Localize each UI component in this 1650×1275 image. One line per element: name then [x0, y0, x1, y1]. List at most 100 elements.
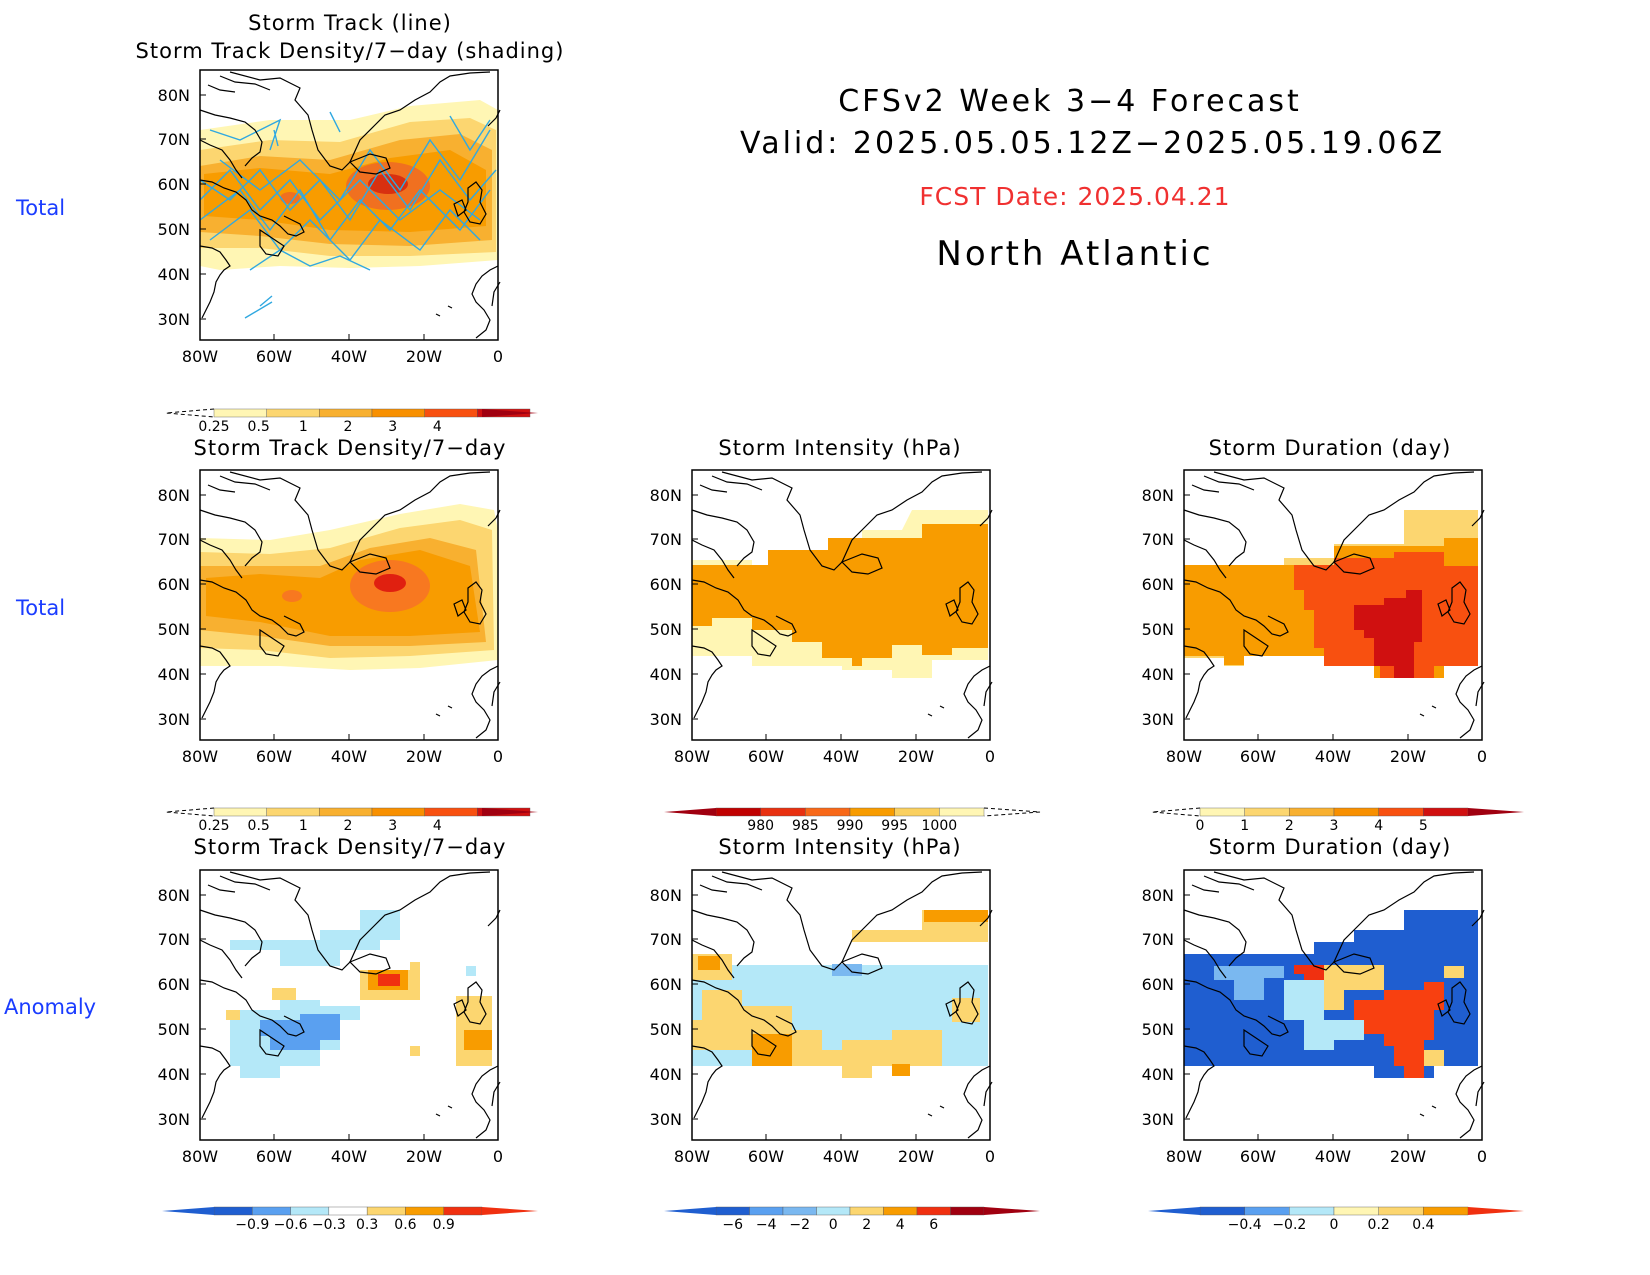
colorbar-segment	[424, 807, 478, 817]
colorbar-label: 1	[299, 419, 308, 435]
lon-tick-label: 0	[493, 1147, 503, 1166]
panel2-title: Storm Track Density/7−day	[193, 436, 507, 460]
colorbar-segment	[1333, 807, 1379, 817]
lon-tick-label: 40W	[823, 1147, 859, 1166]
lon-tick-label: 0	[1477, 1147, 1487, 1166]
colorbar-segment	[1199, 807, 1245, 817]
colorbar-label: 4	[433, 818, 442, 834]
colorbar-label: 0.3	[356, 1217, 378, 1233]
colorbar-segment	[715, 1206, 750, 1216]
lat-tick-label: 70N	[1142, 530, 1174, 549]
colorbar-duration	[1151, 807, 1524, 817]
panel5-title: Storm Track Density/7−day	[193, 835, 507, 859]
lat-tick-label: 80N	[1142, 486, 1174, 505]
colorbar-arrow	[1468, 808, 1524, 816]
panel4-map	[1183, 469, 1485, 741]
colorbar-open-end	[165, 408, 215, 418]
lat-tick-label: 80N	[158, 886, 190, 905]
colorbar-label: 0.4	[1412, 1217, 1434, 1233]
colorbar-segment	[1289, 1206, 1335, 1216]
lon-tick-label: 60W	[1240, 747, 1276, 766]
lat-tick-label: 50N	[158, 620, 190, 639]
lon-tick-label: 40W	[331, 347, 367, 366]
lon-tick-label: 60W	[748, 747, 784, 766]
colorbar-segment	[366, 1206, 406, 1216]
panel1-map	[199, 69, 501, 341]
colorbar-label: 0.6	[394, 1217, 416, 1233]
lat-tick-label: 80N	[158, 86, 190, 105]
colorbar-label: 0.25	[198, 818, 229, 834]
lon-tick-label: 0	[493, 747, 503, 766]
lon-tick-label: 80W	[182, 347, 218, 366]
lon-tick-label: 0	[1477, 747, 1487, 766]
lon-tick-label: 60W	[1240, 1147, 1276, 1166]
lon-tick-label: 80W	[182, 1147, 218, 1166]
colorbar-label: −6	[722, 1217, 743, 1233]
lat-tick-label: 80N	[1142, 886, 1174, 905]
lat-tick-label: 40N	[158, 665, 190, 684]
colorbar-label: −0.6	[274, 1217, 308, 1233]
region-name: North Atlantic	[936, 234, 1214, 274]
colorbar-label: 3	[388, 419, 397, 435]
colorbar-label: 0	[1330, 1217, 1339, 1233]
lon-tick-label: 60W	[748, 1147, 784, 1166]
colorbar-density	[165, 408, 531, 418]
lat-tick-label: 40N	[650, 1065, 682, 1084]
lon-tick-label: 0	[493, 347, 503, 366]
panel3-title: Storm Intensity (hPa)	[718, 436, 962, 460]
lat-tick-label: 70N	[158, 930, 190, 949]
panel7-title: Storm Duration (day)	[1208, 835, 1452, 859]
colorbar-label: 0.25	[198, 419, 229, 435]
colorbar-label: 2	[862, 1217, 871, 1233]
lat-tick-label: 70N	[650, 930, 682, 949]
colorbar-segment	[213, 807, 267, 817]
colorbar-segment	[1423, 807, 1469, 817]
lat-tick-label: 60N	[1142, 575, 1174, 594]
lat-tick-label: 30N	[158, 310, 190, 329]
colorbar-density	[165, 807, 531, 817]
colorbar-label: 0.5	[248, 818, 270, 834]
panel6-map	[691, 869, 993, 1141]
colorbar-segment	[1244, 807, 1290, 817]
colorbar-arrow	[984, 1207, 1040, 1215]
colorbar-segment	[782, 1206, 817, 1216]
lon-tick-label: 20W	[898, 747, 934, 766]
panel4-title: Storm Duration (day)	[1208, 436, 1452, 460]
colorbar-segment	[939, 807, 985, 817]
lon-tick-label: 0	[985, 1147, 995, 1166]
lat-tick-label: 60N	[158, 175, 190, 194]
lon-tick-label: 40W	[1315, 747, 1351, 766]
colorbar-label: 3	[388, 818, 397, 834]
lat-tick-label: 60N	[1142, 975, 1174, 994]
colorbar-label: 995	[881, 818, 908, 834]
colorbar-label: 0.5	[248, 419, 270, 435]
colorbar-segment	[1333, 1206, 1379, 1216]
lat-tick-label: 50N	[1142, 1020, 1174, 1039]
lon-tick-label: 80W	[1166, 747, 1202, 766]
colorbar-open-end	[1151, 807, 1201, 817]
axis-labels: 80N 70N 60N 50N 40N 30N 80W 60W 40W 20W 0 80N 70N 60N…	[158, 86, 1487, 1166]
panel3-map	[691, 469, 993, 741]
colorbar-intensity	[664, 807, 1041, 817]
lat-tick-label: 40N	[1142, 1065, 1174, 1084]
row-label-total-1: Total	[16, 196, 66, 220]
colorbar-arrow	[664, 1207, 716, 1215]
colorbar-label: 0	[829, 1217, 838, 1233]
lat-tick-label: 40N	[158, 265, 190, 284]
colorbar-segment	[252, 1206, 291, 1216]
colorbar-segment	[371, 408, 425, 418]
colorbar-open-end	[165, 807, 215, 817]
lat-tick-label: 70N	[158, 130, 190, 149]
lon-tick-label: 20W	[406, 347, 442, 366]
lon-tick-label: 60W	[256, 1147, 292, 1166]
colorbar-segment	[849, 807, 895, 817]
lat-tick-label: 80N	[650, 486, 682, 505]
colorbar-label: 0.2	[1368, 1217, 1390, 1233]
colorbar-label: 2	[344, 818, 353, 834]
lon-tick-label: 80W	[674, 747, 710, 766]
lat-tick-label: 40N	[158, 1065, 190, 1084]
colorbar-segment	[816, 1206, 851, 1216]
valid-period: Valid: 2025.05.05.12Z−2025.05.19.06Z	[740, 126, 1446, 161]
lon-tick-label: 0	[985, 747, 995, 766]
lat-tick-label: 60N	[650, 975, 682, 994]
